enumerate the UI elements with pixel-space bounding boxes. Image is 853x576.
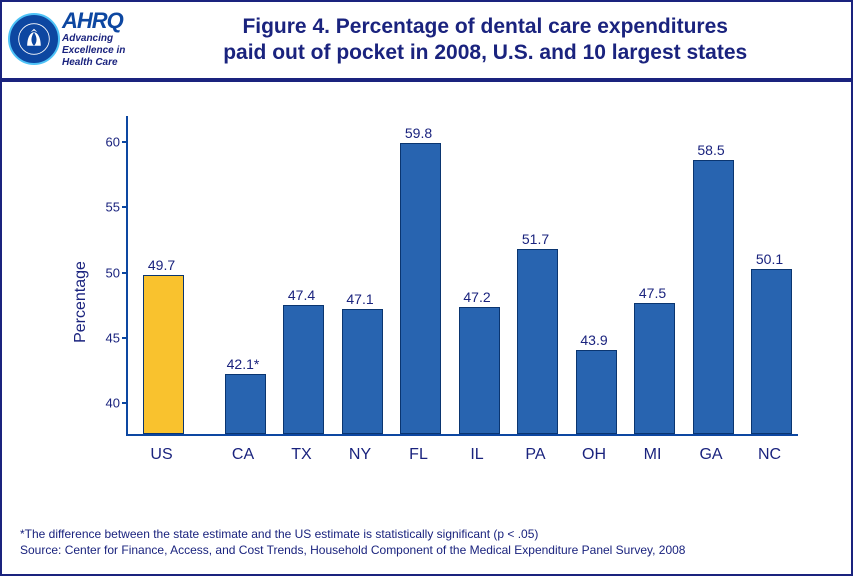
- x-category-label: GA: [699, 446, 722, 464]
- y-tick-label: 60: [94, 135, 120, 150]
- x-category-label: OH: [582, 446, 606, 464]
- x-category-label: NY: [349, 446, 371, 464]
- chart-area: Percentage 40 45 50 55 60 49.7 US 42.1* CA 47.4 TX…: [58, 112, 808, 492]
- hhs-logo-icon: [8, 13, 60, 65]
- x-category-label: CA: [232, 446, 254, 464]
- y-axis-label: Percentage: [72, 261, 90, 343]
- bar-pa: [517, 249, 558, 434]
- source-line: Source: Center for Finance, Access, and …: [20, 542, 685, 558]
- ahrq-tagline-2: Excellence in: [62, 45, 125, 56]
- bar-ca: [225, 374, 266, 434]
- figure-title-line2: paid out of pocket in 2008, U.S. and 10 …: [223, 41, 747, 64]
- x-category-label: FL: [409, 446, 428, 464]
- figure-footer: *The difference between the state estima…: [20, 526, 685, 558]
- x-category-label: NC: [758, 446, 781, 464]
- bar-value-label: 47.4: [288, 287, 315, 303]
- bar-value-label: 51.7: [522, 231, 549, 247]
- bar-value-label: 58.5: [697, 142, 724, 158]
- y-tick-mark: [122, 337, 128, 339]
- figure-title-line1: Figure 4. Percentage of dental care expe…: [242, 15, 728, 38]
- bar-il: [459, 307, 500, 434]
- bar-oh: [576, 350, 617, 434]
- bar-value-label: 49.7: [148, 257, 175, 273]
- y-tick-label: 50: [94, 265, 120, 280]
- logo-group: AHRQ Advancing Excellence in Health Care: [8, 10, 125, 68]
- ahrq-logo: AHRQ Advancing Excellence in Health Care: [62, 10, 125, 68]
- bar-tx: [283, 305, 324, 434]
- x-category-label: TX: [291, 446, 311, 464]
- significance-note: *The difference between the state estima…: [20, 526, 685, 542]
- y-tick-label: 40: [94, 396, 120, 411]
- bar-nc: [751, 269, 792, 434]
- y-tick-mark: [122, 272, 128, 274]
- y-tick-label: 55: [94, 200, 120, 215]
- bar-ga: [693, 160, 734, 434]
- bar-value-label: 47.1: [346, 291, 373, 307]
- bar-value-label: 42.1*: [227, 356, 260, 372]
- bar-ny: [342, 309, 383, 434]
- y-tick-mark: [122, 402, 128, 404]
- x-category-label: IL: [470, 446, 483, 464]
- bar-fl: [400, 143, 441, 434]
- x-category-label: MI: [644, 446, 662, 464]
- y-tick-label: 45: [94, 331, 120, 346]
- y-tick-mark: [122, 206, 128, 208]
- bar-chart: [126, 116, 798, 436]
- bar-value-label: 59.8: [405, 125, 432, 141]
- bar-value-label: 47.2: [463, 289, 490, 305]
- bar-value-label: 50.1: [756, 251, 783, 267]
- x-category-label: US: [150, 446, 172, 464]
- y-tick-mark: [122, 141, 128, 143]
- header: AHRQ Advancing Excellence in Health Care…: [2, 2, 851, 82]
- ahrq-tagline-1: Advancing: [62, 33, 125, 44]
- bar-value-label: 47.5: [639, 285, 666, 301]
- ahrq-brand-text: AHRQ: [62, 10, 125, 32]
- ahrq-tagline-3: Health Care: [62, 57, 125, 68]
- figure-title: Figure 4. Percentage of dental care expe…: [137, 10, 833, 67]
- bar-mi: [634, 303, 675, 434]
- x-category-label: PA: [525, 446, 545, 464]
- bar-value-label: 43.9: [580, 332, 607, 348]
- bar-us: [143, 275, 184, 434]
